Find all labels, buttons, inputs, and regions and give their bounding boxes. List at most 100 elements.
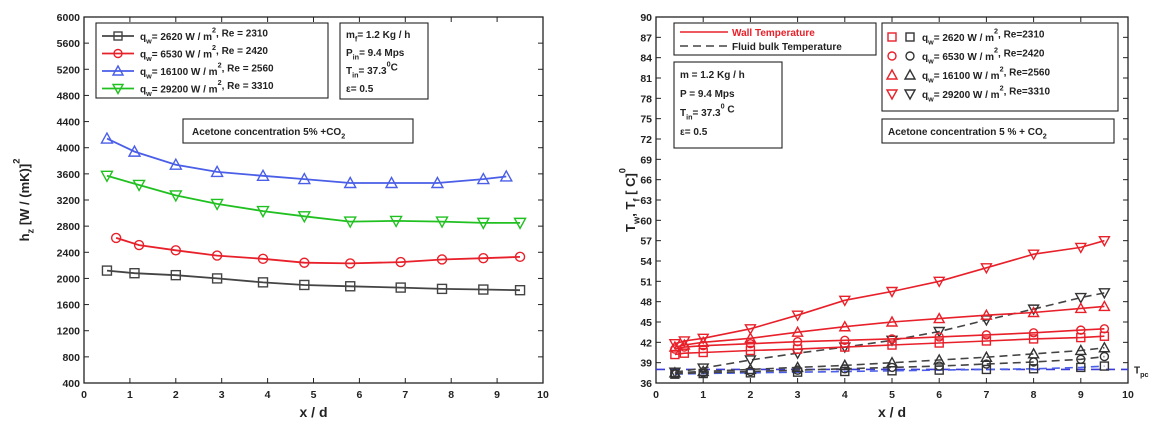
chart1-y-tick-label: 1200 (57, 326, 81, 338)
temperature-chart: 0 1 2 3 4 5 6 7 8 9 103639424548515457606366697275… (617, 12, 1148, 420)
chart1-y-axis-label-part: z (26, 228, 36, 233)
chart2-y-tick-label: 57 (640, 236, 652, 248)
chart1-data-point (297, 211, 312, 224)
chart1-condition-text-part: = 1.2 Kg / h (357, 30, 410, 41)
chart2-legend-label-part: q (922, 52, 928, 63)
chart1-y-axis-label-part: [W / (mK)] (17, 164, 32, 229)
chart2-y-tick-label: 81 (640, 73, 652, 85)
chart1-series-line (106, 269, 521, 292)
chart1-legend-marker (111, 64, 125, 76)
chart2-legend-label-part: , Re=2560 (1004, 68, 1051, 79)
chart2-condition-text-part: 0 (721, 102, 725, 111)
chart2-bulk-series-line (674, 347, 1105, 374)
chart2-conditions-box (673, 61, 783, 149)
chart2-y-tick-label: 72 (640, 134, 652, 146)
chart2-y-tick-label: 51 (640, 276, 652, 288)
chart2-legend-label-part: q (922, 33, 928, 44)
chart2-y-tick-label: 60 (640, 215, 652, 227)
chart2-pseudo-critical-label: Tpc (1134, 365, 1149, 379)
chart2-wall-data-point (1074, 242, 1087, 254)
chart1-data-point (256, 205, 270, 219)
chart2-y-axis-label-group: Tw, Tf [ C]0 (617, 168, 641, 232)
chart2-bulk-data-point (885, 356, 899, 368)
chart2-bulk-data-point (668, 367, 682, 379)
chart2-wall-data-point (933, 312, 946, 324)
chart2-legend-label-part: 2 (1000, 84, 1004, 93)
chart2-y-axis-label-part: , T (623, 202, 638, 217)
chart1-condition-text-part: in (353, 53, 359, 62)
chart1-legend-label-part: q (140, 85, 146, 96)
chart2-legend-bulk-marker (905, 32, 915, 42)
chart2-wall-data-point (697, 335, 710, 348)
chart2-wall-data-point (678, 336, 691, 348)
chart1-y-axis-label-part: 2 (11, 159, 21, 164)
chart2-bulk-data-point (838, 358, 851, 371)
chart2-legend-bulk-marker (903, 68, 917, 80)
chart1-condition-text-part: 0 (387, 60, 391, 69)
chart2-line-legend-label: Fluid bulk Temperature (732, 42, 842, 53)
chart2-x-tick-label: 4 (842, 389, 848, 401)
chart1-legend-label-part: w (145, 89, 152, 98)
chart2-legend-label-part: q (922, 90, 928, 101)
chart1-legend-label-part: = 29200 W / m (152, 85, 218, 96)
chart2-wall-data-point (981, 330, 992, 340)
chart1-annotation-text: Acetone concentration 5% +CO2 (192, 127, 345, 141)
chart1-x-tick-label: 9 (494, 389, 500, 401)
chart1-y-tick-label: 4400 (57, 117, 81, 129)
chart1-data-point (127, 144, 142, 157)
chart1-y-tick-label: 3200 (57, 195, 81, 207)
chart2-annotation-box (881, 118, 1115, 144)
chart2-wall-data-point (698, 347, 708, 358)
chart2-legend-label-part: w (927, 57, 934, 66)
chart1-y-axis-label: hz [W / (mK)]2 (11, 159, 35, 242)
chart1-y-tick-label: 5600 (57, 38, 81, 50)
chart1-legend-label-part: = 16100 W / m (152, 67, 218, 78)
chart2-wall-data-point (885, 286, 899, 298)
chart2-wall-data-point (840, 342, 850, 352)
chart2-wall-data-point (791, 325, 804, 337)
chart1-annotation-text-part: 2 (341, 132, 345, 141)
chart2-wall-data-point (933, 276, 946, 288)
chart2-condition-text-part: C (725, 105, 735, 116)
chart1-data-point (110, 232, 122, 244)
chart1-legend-label-part: 2 (212, 26, 216, 35)
chart2-condition-text-part: T (680, 108, 686, 119)
chart2-legend-label: qw= 16100 W / m2, Re=2560 (922, 65, 1050, 85)
chart2-bulk-data-point (1028, 364, 1039, 374)
chart2-line-legend-box (673, 22, 877, 56)
chart2-legend-wall-marker (887, 51, 897, 61)
chart1-data-point (514, 251, 526, 263)
chart2-condition-text: m = 1.2 Kg / h (680, 70, 745, 81)
chart2-y-tick-label: 90 (640, 12, 652, 24)
chart2-wall-series-line (674, 335, 1105, 356)
chart2-y-axis-label-part: 0 (617, 168, 627, 173)
chart2-y-tick-label: 63 (640, 195, 652, 207)
chart1-data-point (478, 252, 489, 264)
chart1-data-point (299, 279, 310, 291)
chart1-data-point (211, 250, 223, 261)
chart1-condition-text-part: T (346, 66, 352, 77)
chart1-condition-text: Tin= 37.30C (346, 60, 398, 80)
chart2-wall-data-point (745, 345, 756, 356)
chart2-x-tick-label: 8 (1031, 389, 1037, 401)
chart2-wall-data-point (1028, 334, 1039, 344)
chart1-data-point (299, 257, 310, 268)
chart2-wall-data-point (887, 340, 897, 350)
chart1-series-line (106, 174, 520, 224)
chart1-condition-text: ε= 0.5 (346, 84, 374, 95)
chart2-legend-label-part: 2 (994, 46, 998, 55)
chart2-pseudo-critical-label-part: T (1134, 365, 1140, 376)
chart2-wall-data-point (934, 338, 944, 348)
chart1-y-tick-label: 400 (62, 378, 80, 390)
chart2-legend-label: qw= 6530 W / m2, Re=2420 (922, 46, 1045, 66)
chart2-bulk-data-point (934, 361, 944, 371)
chart2-condition-text-part: = 0.5 (685, 127, 708, 138)
chart1-data-point (100, 170, 114, 183)
chart1-legend-label-part: = 6530 W / m (152, 50, 212, 61)
chart2-wall-data-point (697, 333, 710, 345)
chart2-condition-text-part: = 9.4 Mps (687, 89, 736, 100)
chart2-legend-label-part: = 16100 W / m (934, 71, 1000, 82)
chart1-data-point (170, 245, 182, 256)
chart1-x-tick-label: 6 (356, 389, 362, 401)
